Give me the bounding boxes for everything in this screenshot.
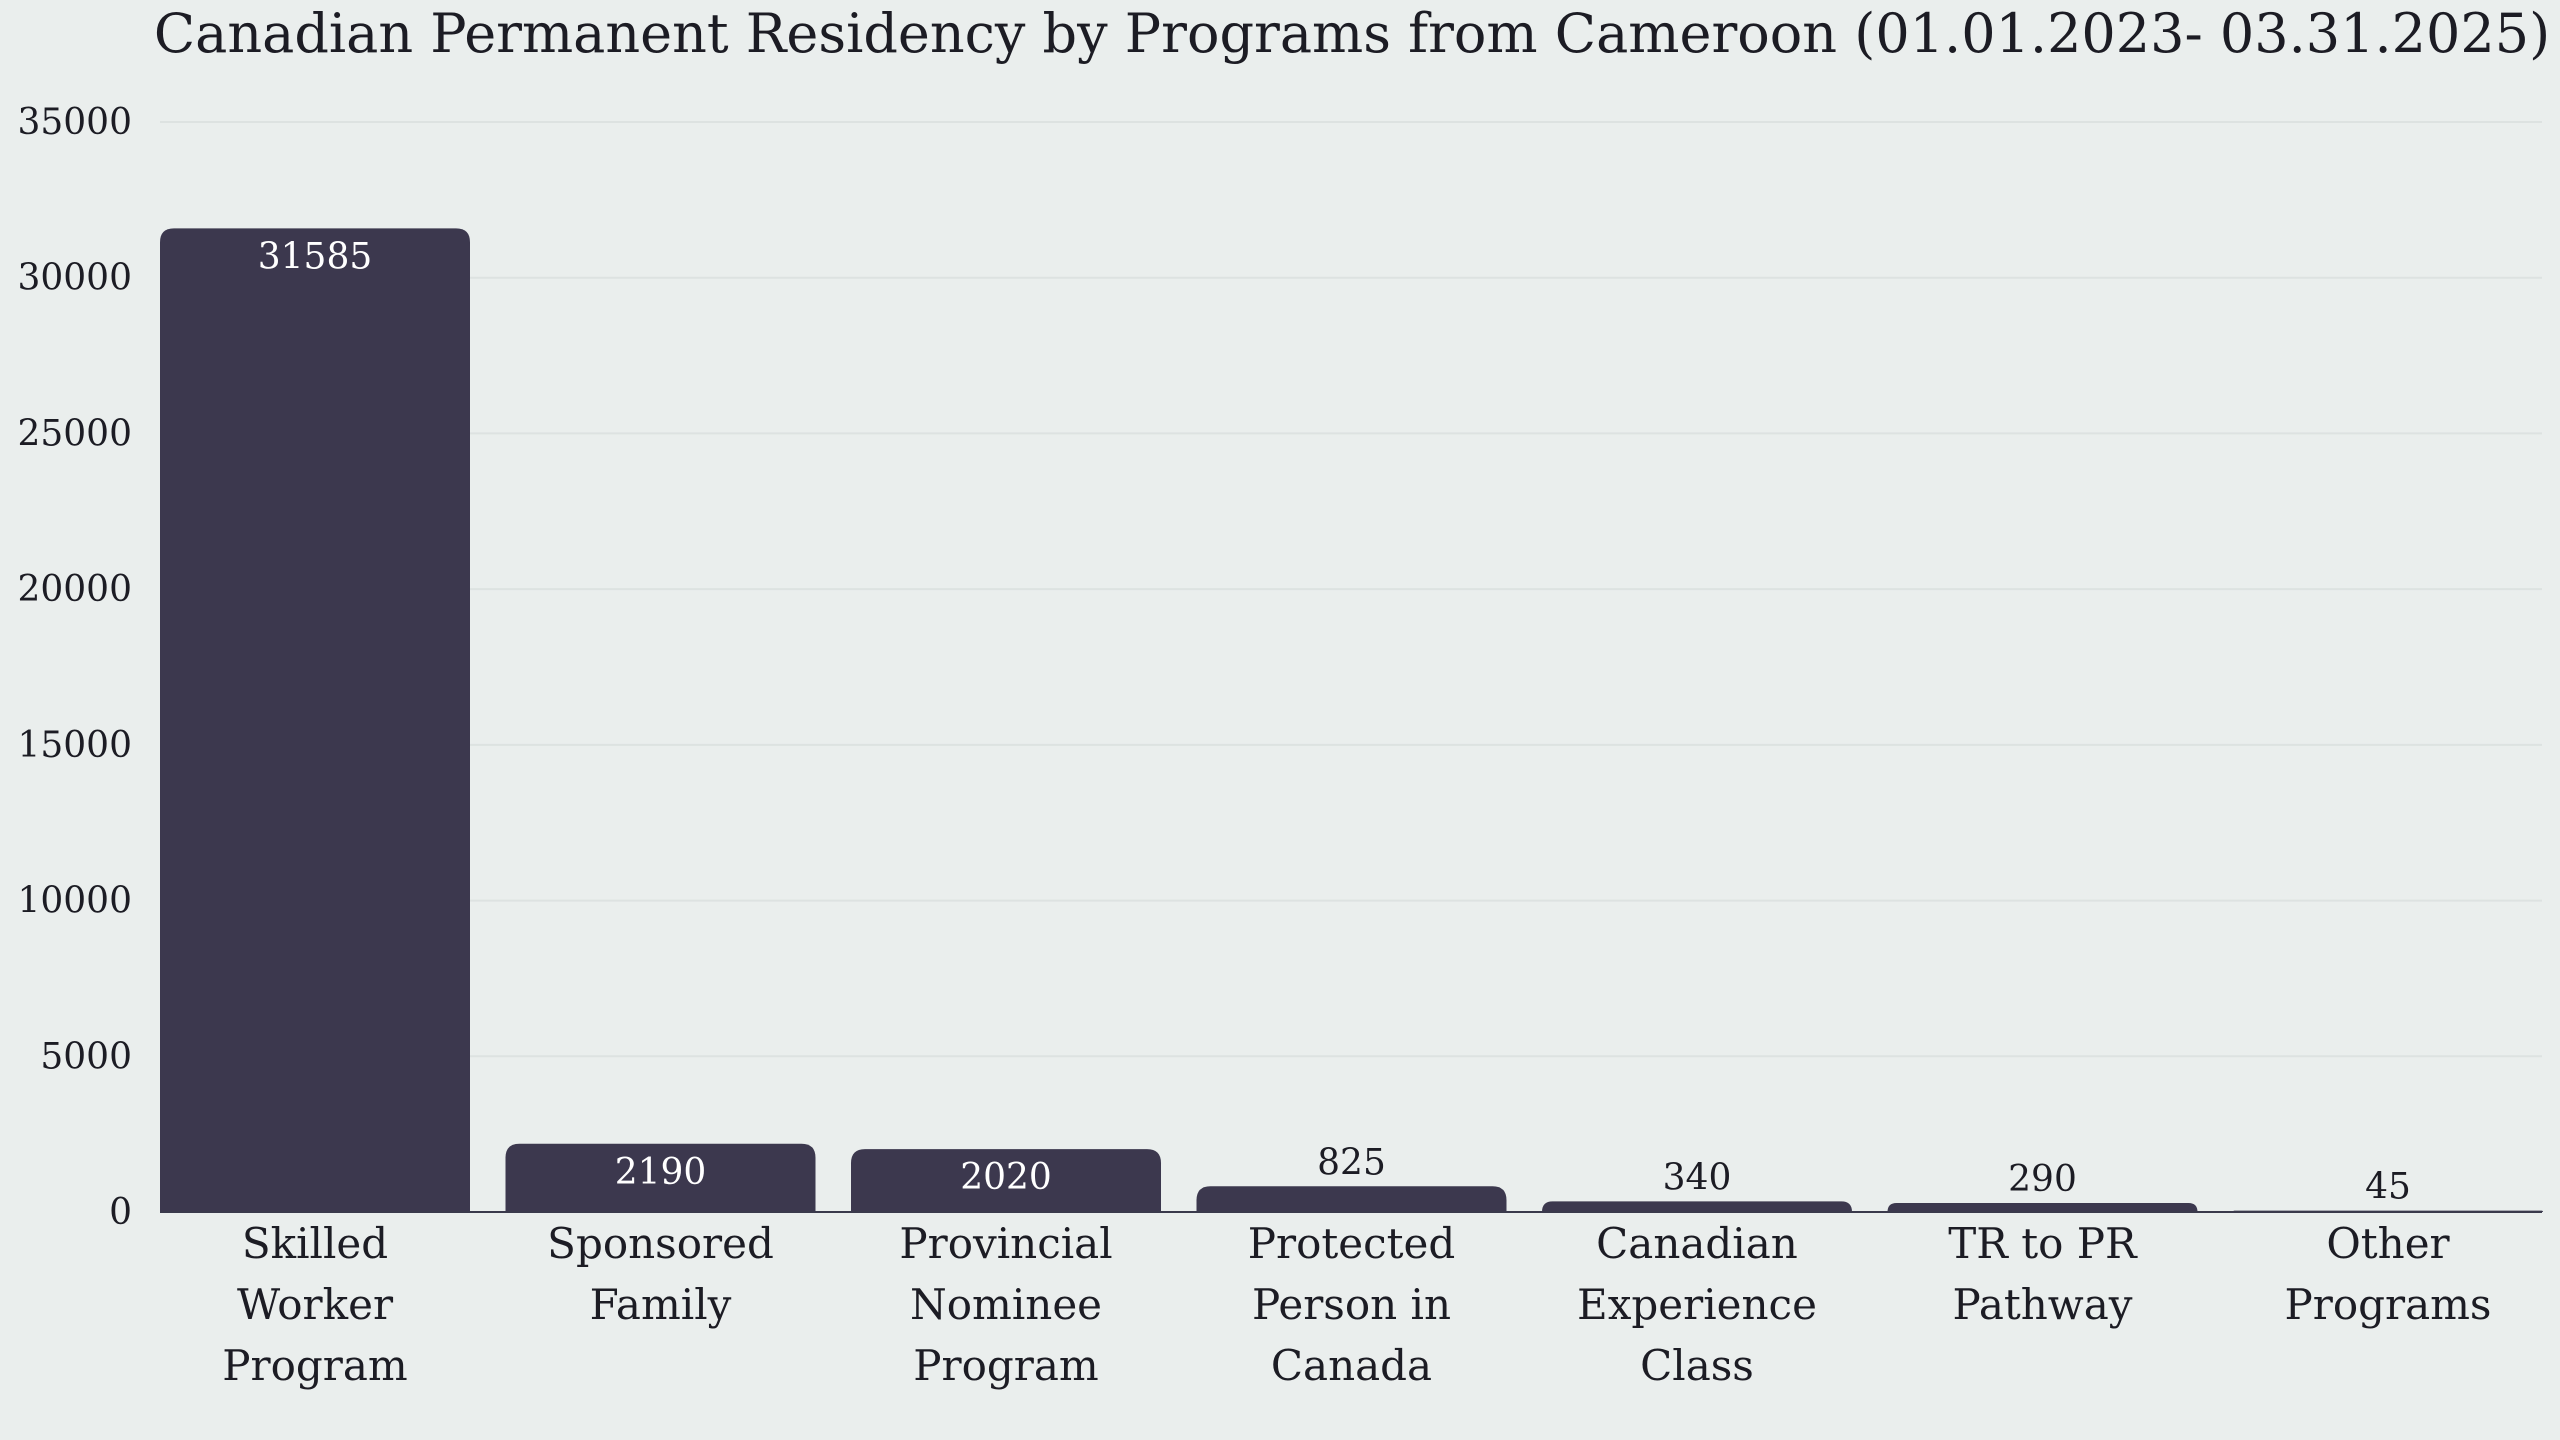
bar <box>851 1149 1161 1212</box>
category-label-line: Family <box>590 1280 732 1329</box>
category-label: Canadian Experience Class <box>1577 1219 1817 1390</box>
category-label-line: Experience <box>1577 1280 1817 1329</box>
category-label-line: Canada <box>1271 1341 1432 1390</box>
category-label-line: Programs <box>2284 1280 2491 1329</box>
category-label: Provincial Nominee Program <box>899 1219 1112 1390</box>
category-label-line: Nominee <box>910 1280 1102 1329</box>
data-label: 290 <box>2008 1159 2077 1200</box>
bar <box>1887 1202 2198 1212</box>
category-label-line: Worker <box>237 1280 394 1329</box>
y-tick-label: 0 <box>109 1192 132 1233</box>
category-label: TR to PR Pathway <box>1948 1219 2138 1329</box>
y-tick-label: 30000 <box>17 258 132 299</box>
y-tick-label: 5000 <box>40 1036 132 1077</box>
category-label: Skilled Worker Program <box>222 1219 407 1390</box>
category-labels: Skilled Worker Program Sponsored Family Provi… <box>222 1219 2491 1390</box>
bars <box>160 228 2543 1213</box>
y-tick-label: 35000 <box>17 102 132 143</box>
data-label: 340 <box>1663 1157 1732 1198</box>
category-label-line: Program <box>222 1341 407 1390</box>
data-label: 31585 <box>258 236 373 277</box>
value-labels: 31585 2190 2020 825 340 290 45 <box>258 236 2411 1207</box>
category-label: Sponsored Family <box>547 1219 774 1329</box>
y-tick-label: 10000 <box>17 881 132 922</box>
category-label-line: Person in <box>1252 1280 1451 1329</box>
y-tick-label: 15000 <box>17 725 132 766</box>
bar <box>160 228 470 1213</box>
data-label: 2190 <box>615 1152 707 1193</box>
category-label-line: Other <box>2326 1219 2450 1268</box>
category-label-line: Pathway <box>1952 1280 2132 1329</box>
category-label-line: Class <box>1640 1341 1754 1390</box>
data-label: 825 <box>1317 1142 1386 1183</box>
category-label-line: Program <box>913 1341 1098 1390</box>
data-label: 2020 <box>960 1157 1052 1198</box>
category-label-line: Canadian <box>1596 1219 1798 1268</box>
bar <box>505 1143 816 1212</box>
y-axis-ticks: 0 5000 10000 15000 20000 25000 30000 35000 <box>17 102 132 1233</box>
category-label-line: Sponsored <box>547 1219 774 1268</box>
y-tick-label: 25000 <box>17 413 132 454</box>
category-label: Other Programs <box>2284 1219 2491 1329</box>
category-label-line: Provincial <box>899 1219 1112 1268</box>
chart-title: Canadian Permanent Residency by Programs… <box>154 2 2550 65</box>
y-tick-label: 20000 <box>17 569 132 610</box>
category-label: Protected Person in Canada <box>1248 1219 1456 1390</box>
gridlines <box>160 121 2542 1058</box>
bar <box>1542 1201 1852 1212</box>
category-label-line: Skilled <box>242 1219 388 1268</box>
bar <box>1196 1186 1507 1212</box>
category-label-line: TR to PR <box>1948 1219 2138 1268</box>
data-label: 45 <box>2365 1167 2411 1208</box>
category-label-line: Protected <box>1248 1219 1456 1268</box>
